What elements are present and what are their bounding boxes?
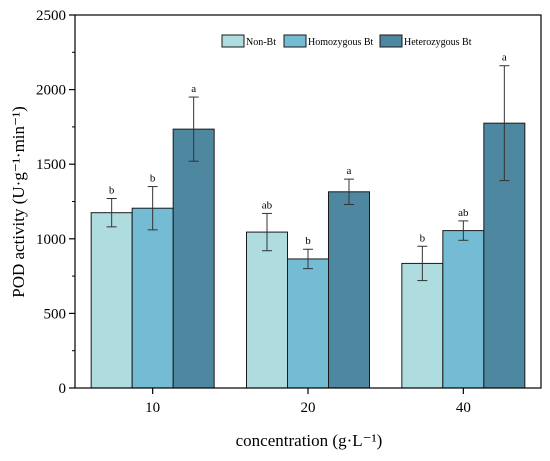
y-tick-label: 2500	[36, 8, 66, 24]
significance-label: b	[150, 173, 156, 185]
error-bar	[262, 212, 272, 252]
significance-label: ab	[458, 207, 469, 219]
significance-label: ab	[262, 199, 273, 211]
bar-heterozygous-bt-10	[172, 128, 215, 389]
significance-label: a	[347, 165, 352, 177]
significance-label: b	[420, 232, 426, 244]
legend: Non-Bt Homozygous Bt Heterozygous Bt	[221, 34, 472, 48]
significance-label: b	[109, 185, 115, 197]
bar-non-bt-40	[401, 262, 444, 389]
significance-label: a	[502, 52, 507, 64]
bar-heterozygous-bt-20	[328, 191, 370, 389]
significance-label: a	[191, 83, 196, 95]
legend-swatch	[283, 34, 307, 48]
legend-label: Homozygous Bt	[308, 37, 374, 48]
x-tick-label: 40	[456, 400, 471, 416]
y-tick-label: 500	[44, 306, 67, 322]
error-bar	[458, 220, 469, 241]
error-bars-layer	[106, 65, 510, 282]
bar-non-bt-10	[90, 212, 133, 389]
error-bar	[303, 248, 313, 270]
x-axis-title: concentration (g·L⁻¹)	[236, 431, 383, 450]
axes-layer: 0 500 1000 1500 2000 2500 10 20 40	[36, 8, 542, 416]
error-bar	[344, 178, 354, 205]
legend-label: Non-Bt	[246, 37, 276, 48]
y-tick-label: 1500	[36, 157, 66, 173]
bar-homozygous-bt-20	[287, 258, 329, 389]
error-bar	[417, 245, 428, 282]
y-tick-label: 0	[59, 381, 67, 397]
x-tick-label: 20	[301, 400, 316, 416]
bar-homozygous-bt-10	[131, 207, 174, 389]
significance-label: b	[305, 235, 311, 247]
y-tick-label: 2000	[36, 83, 66, 99]
legend-item-heterozygous-bt: Heterozygous Bt	[379, 34, 472, 48]
error-bar	[147, 186, 158, 231]
bar-non-bt-20	[246, 231, 288, 389]
legend-swatch	[379, 34, 403, 48]
legend-swatch	[221, 34, 245, 48]
bar-homozygous-bt-40	[442, 230, 485, 389]
error-bar	[188, 96, 199, 162]
legend-item-homozygous-bt: Homozygous Bt	[283, 34, 374, 48]
x-tick-label: 10	[145, 400, 160, 416]
legend-label: Heterozygous Bt	[404, 37, 472, 48]
y-axis-title: POD activity (U·g⁻¹·min⁻¹)	[9, 106, 28, 298]
error-bar	[499, 65, 510, 182]
y-tick-label: 1000	[36, 232, 66, 248]
legend-item-non-bt: Non-Bt	[221, 34, 276, 48]
error-bar	[106, 198, 117, 228]
